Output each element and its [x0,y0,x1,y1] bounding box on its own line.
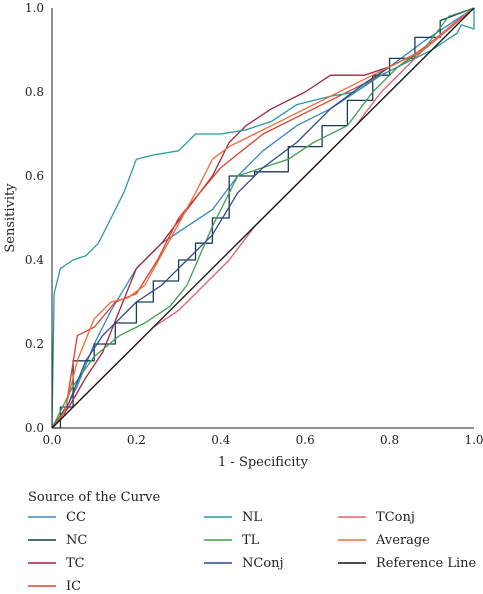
legend-label: NC [66,533,87,548]
series-line-ic [51,7,475,429]
x-tick-label: 0.6 [296,433,315,447]
legend-label: TC [66,556,85,571]
plot-area [51,7,475,429]
legend-label: Reference Line [376,556,477,571]
y-tick-label: 0.6 [25,169,44,183]
series-line-average [51,7,475,429]
x-tick-label: 0.4 [211,433,230,447]
legend-label: TL [242,533,260,548]
y-tick-label: 0.8 [25,85,44,99]
y-tick-label: 0.2 [25,337,44,351]
y-axis-title: Sensitivity [3,183,18,253]
y-tick-label: 0.4 [25,253,44,267]
x-tick-label: 0.8 [380,433,399,447]
legend: Source of the Curve CC NC TC IC NL TL NConj TCo… [28,490,477,594]
legend-title: Source of the Curve [28,490,160,505]
x-tick-labels: 0.0 0.2 0.4 0.6 0.8 1.0 [42,433,483,447]
y-tick-label: 0.0 [25,421,44,435]
y-tick-label: 1.0 [25,1,44,15]
legend-label: TConj [376,510,415,525]
x-tick-label: 0.0 [42,433,61,447]
x-tick-label: 0.2 [127,433,146,447]
series-line-tl [51,7,475,429]
x-tick-label: 1.0 [464,433,483,447]
legend-label: CC [66,510,86,525]
series-line-reference-line [51,7,475,429]
legend-label: Average [375,533,430,548]
legend-label: NConj [242,556,284,571]
x-axis-title: 1 - Specificity [218,455,309,470]
series-layer [51,7,475,429]
y-tick-labels: 0.0 0.2 0.4 0.6 0.8 1.0 [25,1,44,435]
legend-label: IC [66,579,81,594]
legend-label: NL [242,510,262,525]
series-line-cc [51,7,475,429]
